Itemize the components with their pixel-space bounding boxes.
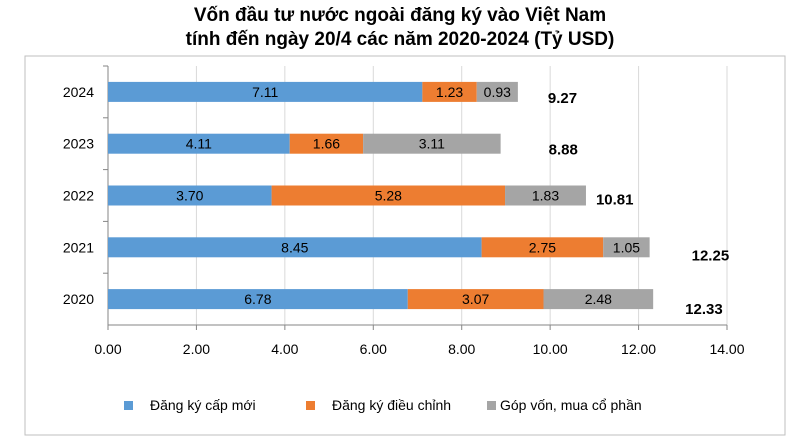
- bar-segment: [108, 185, 272, 206]
- total-label: 9.27: [548, 90, 577, 107]
- bar-segment: [481, 237, 604, 258]
- data-label: 2.48: [585, 291, 612, 307]
- bar-segment: [108, 81, 423, 102]
- y-tick-label: 2022: [63, 188, 94, 204]
- bar-segment: [476, 81, 518, 102]
- data-label: 1.05: [613, 239, 640, 255]
- chart-title-line-1: Vốn đầu tư nước ngoài đăng ký vào Việt N…: [193, 5, 607, 26]
- bar-segment: [407, 289, 544, 310]
- x-tick-label: 2.00: [183, 341, 210, 357]
- data-label: 3.11: [419, 136, 445, 152]
- x-tick-label: 8.00: [448, 341, 475, 357]
- data-label: 1.23: [436, 84, 463, 100]
- total-label: 8.88: [549, 142, 578, 159]
- bar-segment: [363, 133, 501, 154]
- y-tick-label: 2020: [63, 291, 94, 307]
- bar-segment: [108, 237, 482, 258]
- x-tick-label: 0.00: [94, 341, 121, 357]
- bar-segment: [422, 81, 477, 102]
- x-tick-label: 12.00: [621, 341, 656, 357]
- legend-swatch: [487, 401, 496, 410]
- bar-segment: [271, 185, 506, 206]
- y-tick-label: 2021: [63, 239, 94, 255]
- chart-title: Vốn đầu tư nước ngoài đăng ký vào Việt N…: [0, 4, 800, 52]
- plot-border: [24, 55, 786, 436]
- legend-swatch: [306, 401, 315, 410]
- legend-label: Đăng ký cấp mới: [150, 397, 256, 413]
- bar-segment: [505, 185, 586, 206]
- legend-label: Góp vốn, mua cổ phần: [500, 397, 642, 413]
- data-label: 5.28: [375, 188, 402, 204]
- x-tick-label: 10.00: [533, 341, 568, 357]
- x-tick-label: 14.00: [709, 341, 744, 357]
- data-label: 1.83: [532, 188, 559, 204]
- total-label: 12.25: [692, 247, 730, 264]
- legend-swatch: [124, 401, 133, 410]
- x-tick-label: 4.00: [271, 341, 298, 357]
- data-label: 3.07: [462, 291, 489, 307]
- bar-segment: [289, 133, 364, 154]
- total-label: 10.81: [596, 192, 634, 209]
- data-label: 4.11: [186, 136, 212, 152]
- data-label: 7.11: [252, 84, 278, 100]
- y-tick-label: 2024: [63, 84, 94, 100]
- chart-title-line-2: tính đến ngày 20/4 các năm 2020-2024 (Tỷ…: [185, 29, 615, 50]
- bar-segment: [108, 289, 408, 310]
- legend-label: Đăng ký điều chỉnh: [332, 397, 451, 413]
- x-tick-label: 6.00: [360, 341, 387, 357]
- bar-segment: [543, 289, 654, 310]
- bar-segment: [603, 237, 650, 258]
- data-label: 8.45: [281, 239, 308, 255]
- data-label: 2.75: [529, 239, 556, 255]
- data-label: 6.78: [244, 291, 271, 307]
- data-label: 0.93: [484, 84, 511, 100]
- total-label: 12.33: [685, 301, 723, 318]
- data-label: 1.66: [313, 136, 340, 152]
- data-label: 3.70: [176, 188, 203, 204]
- y-tick-label: 2023: [63, 136, 94, 152]
- bar-segment: [108, 133, 290, 154]
